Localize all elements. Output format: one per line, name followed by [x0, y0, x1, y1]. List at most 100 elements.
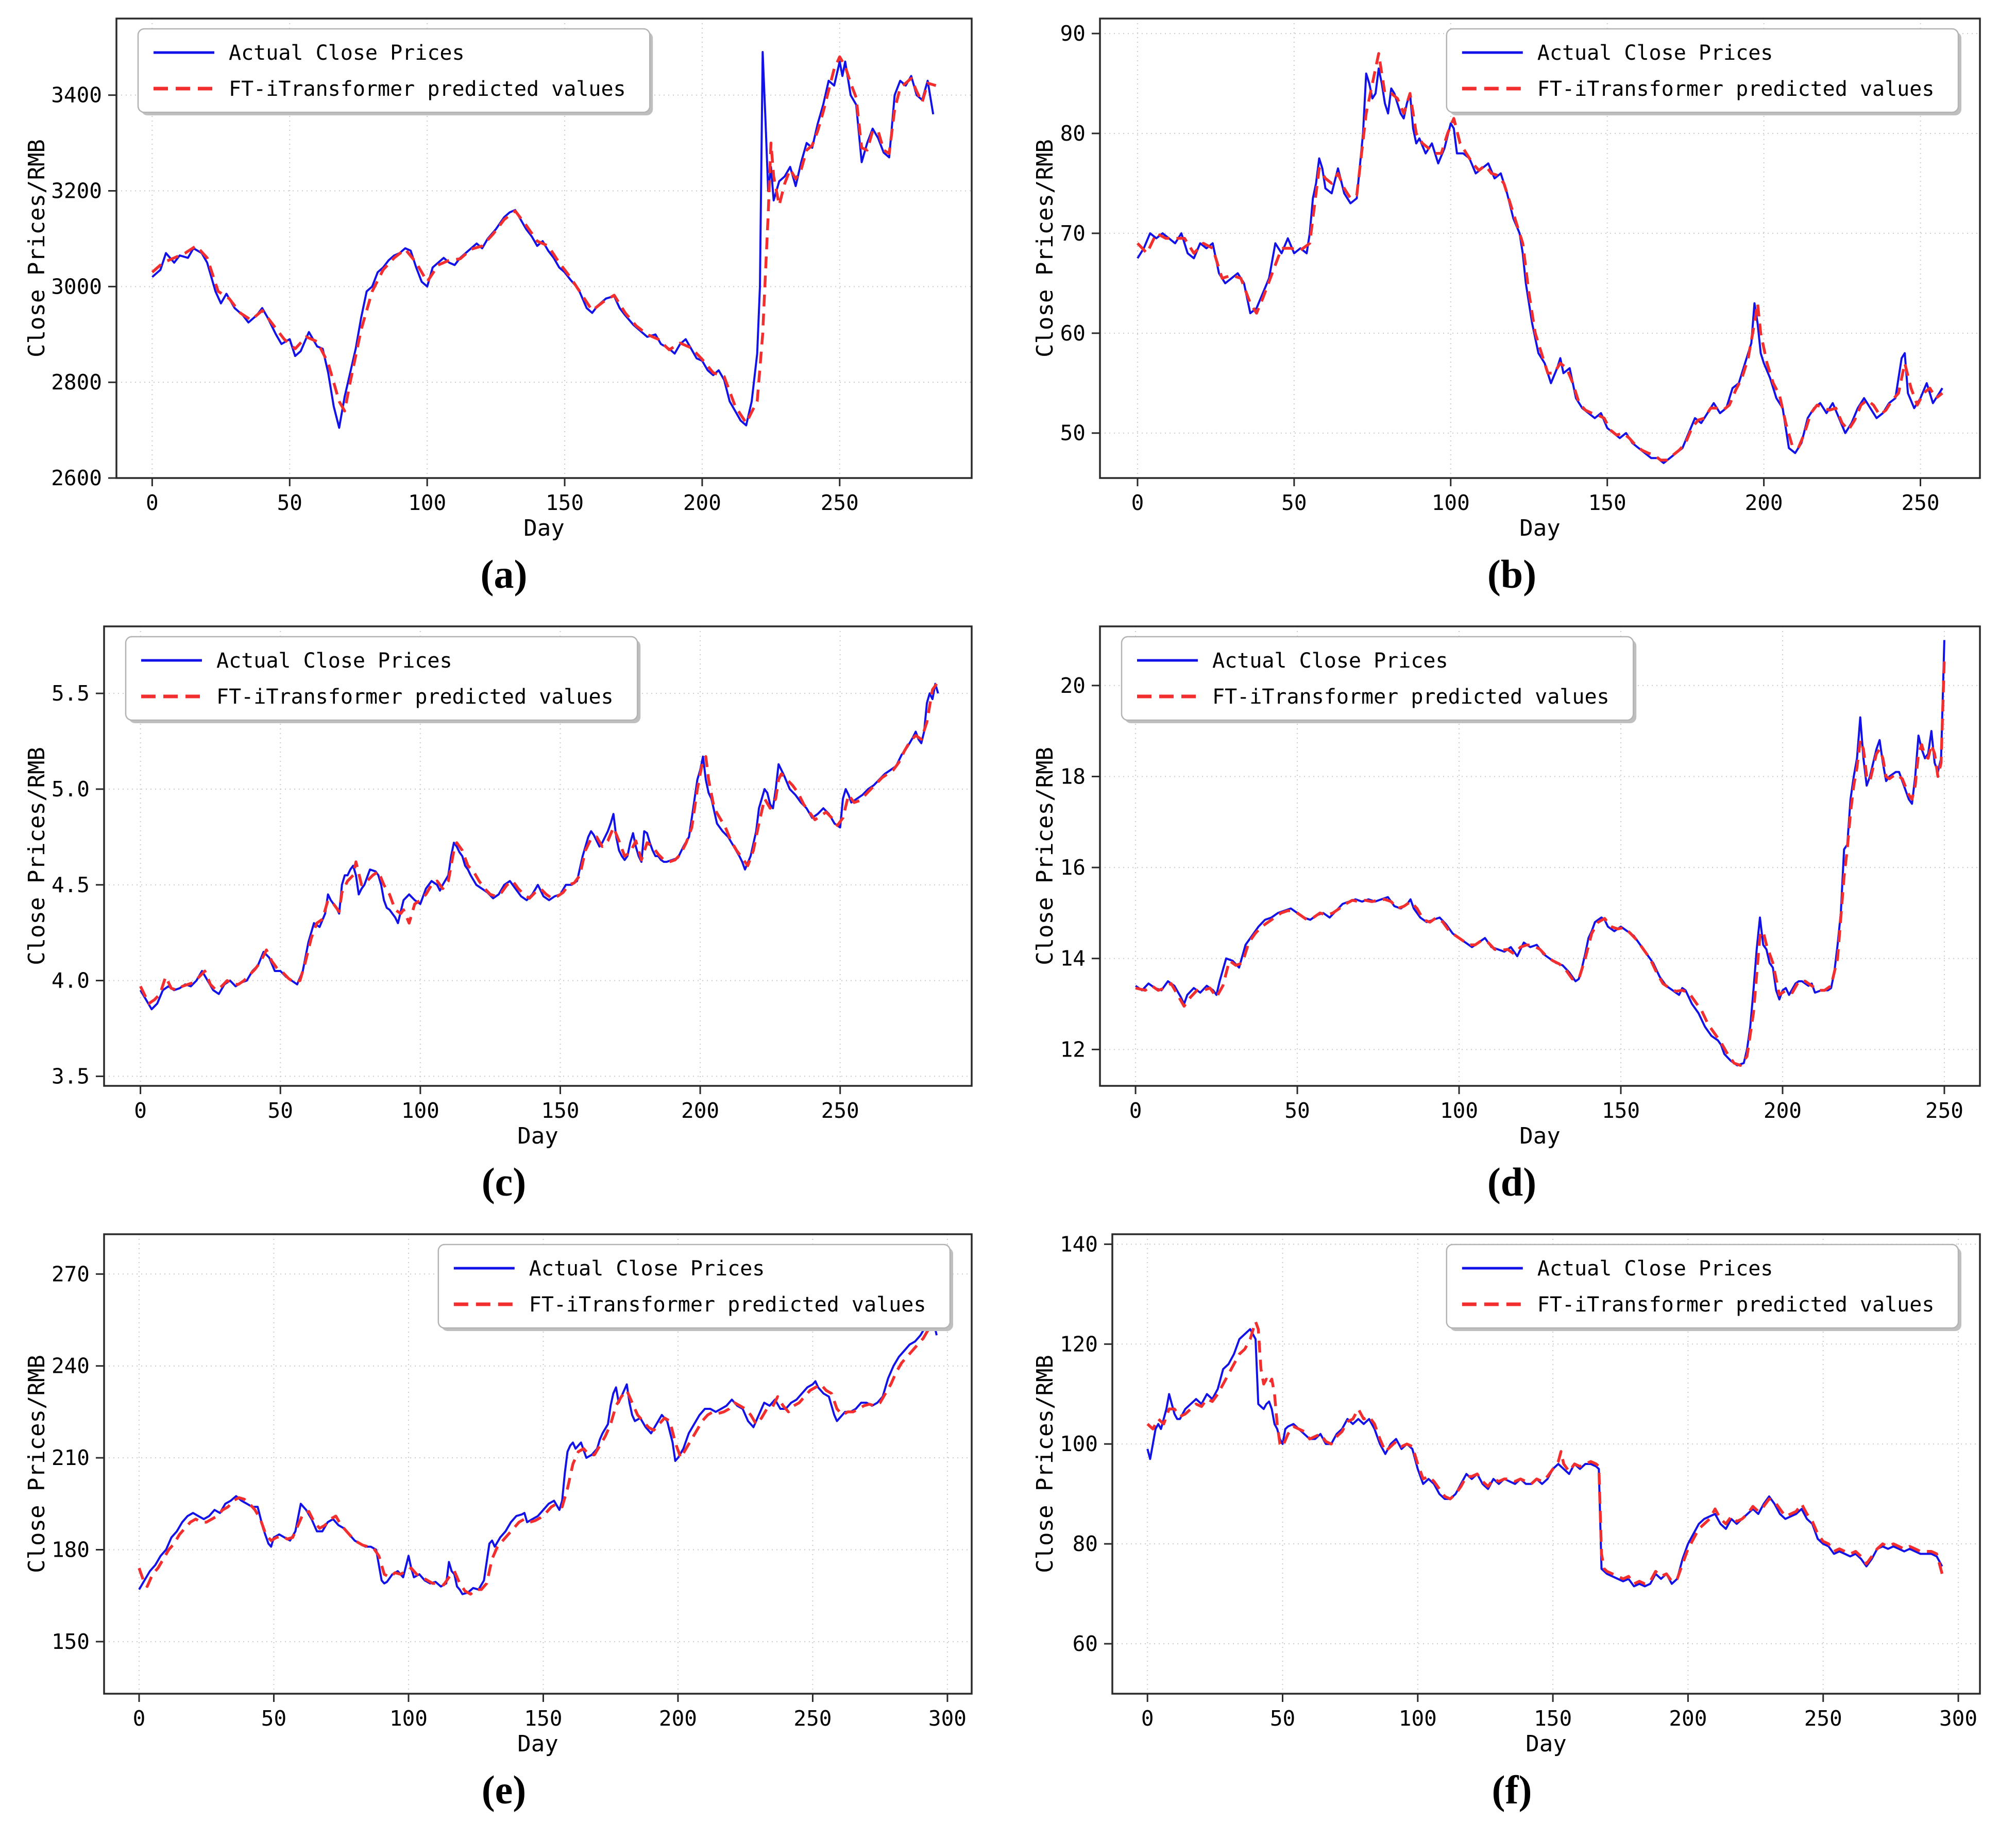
plot-border [1111, 1233, 1981, 1695]
y-tick-label: 3000 [51, 274, 102, 299]
plot-border [1098, 18, 1981, 479]
actual-line [138, 1309, 938, 1595]
legend-label: Actual Close Prices [1537, 41, 1773, 65]
y-tick-label: 18 [1060, 764, 1085, 789]
y-tick-label: 140 [1059, 1232, 1097, 1256]
panel-caption-e: (e) [481, 1767, 527, 1812]
y-tick-label: 2800 [51, 370, 102, 395]
x-tick-label: 50 [268, 1098, 293, 1123]
x-tick-label: 100 [389, 1706, 428, 1731]
legend: Actual Close Prices FT-iTransformer predi… [1121, 636, 1636, 723]
x-tick-label: 0 [134, 1098, 147, 1123]
x-tick-label: 50 [277, 490, 302, 515]
panel-e: 0 50 100 150 200 250 300 150 180 210 240 270 Day Clos… [0, 1216, 1008, 1823]
x-tick-label: 200 [1744, 490, 1783, 515]
predicted-line [139, 681, 940, 1005]
legend: Actual Close Prices FT-iTransformer predi… [137, 28, 653, 115]
x-tick-label: 150 [541, 1098, 579, 1123]
axis-ticks: 0 50 100 150 200 250 12 14 16 18 20 [1060, 673, 1963, 1123]
x-tick-label: 0 [133, 1706, 146, 1731]
legend-label: FT-iTransformer predicted values [529, 1293, 926, 1317]
y-tick-label: 270 [52, 1262, 90, 1286]
x-tick-label: 200 [659, 1706, 697, 1731]
panel-caption-d: (d) [1487, 1160, 1537, 1204]
y-tick-label: 20 [1060, 673, 1085, 698]
legend: Actual Close Prices FT-iTransformer predi… [1446, 1243, 1961, 1331]
x-tick-label: 250 [1804, 1706, 1842, 1731]
x-axis-label: Day [1526, 1731, 1566, 1757]
y-tick-label: 3400 [51, 83, 102, 108]
y-axis-label: Close Prices/RMB [1032, 1355, 1058, 1573]
y-tick-label: 5.5 [52, 681, 90, 706]
x-tick-label: 250 [1901, 490, 1939, 515]
axis-ticks: 0 50 100 150 200 250 300 150 180 210 240 270 [52, 1262, 967, 1731]
chart-f: 0 50 100 150 200 250 300 60 80 100 120 140 Day Close … [1027, 1219, 1996, 1765]
legend-box [1121, 636, 1634, 721]
x-tick-label: 100 [401, 1098, 439, 1123]
x-tick-label: 200 [1763, 1098, 1801, 1123]
actual-line [151, 51, 935, 429]
plot-border [1098, 625, 1981, 1087]
x-tick-label: 100 [408, 490, 446, 515]
axis-ticks: 0 50 100 150 200 250 50 60 70 80 90 [1060, 21, 1939, 515]
legend-box [1446, 1243, 1959, 1329]
x-tick-label: 150 [1534, 1706, 1572, 1731]
chart-b: 0 50 100 150 200 250 50 60 70 80 90 Day Close Prices… [1027, 3, 1996, 549]
y-tick-label: 100 [1059, 1432, 1097, 1456]
y-tick-label: 4.0 [52, 968, 90, 993]
predicted-line [1136, 52, 1943, 462]
panel-caption-a: (a) [480, 552, 528, 597]
legend-label: Actual Close Prices [1537, 1257, 1773, 1281]
x-tick-label: 0 [1131, 490, 1144, 515]
x-tick-label: 0 [146, 490, 159, 515]
y-tick-label: 3200 [51, 179, 102, 203]
panel-f: 0 50 100 150 200 250 300 60 80 100 120 140 Day Close … [1008, 1216, 2016, 1823]
y-tick-label: 12 [1060, 1037, 1085, 1062]
panel-b: 0 50 100 150 200 250 50 60 70 80 90 Day Close Prices… [1008, 0, 2016, 608]
axis-ticks: 0 50 100 150 200 250 300 60 80 100 120 140 [1059, 1232, 1977, 1731]
panel-caption-f: (f) [1492, 1767, 1532, 1812]
legend-label: Actual Close Prices [229, 41, 465, 65]
y-tick-label: 2600 [51, 466, 102, 490]
y-tick-label: 5.0 [52, 777, 90, 802]
chart-e: 0 50 100 150 200 250 300 150 180 210 240 270 Day Clos… [20, 1219, 988, 1765]
x-axis-label: Day [517, 1731, 558, 1757]
x-tick-label: 150 [546, 490, 584, 515]
gridlines [1099, 626, 1980, 1086]
predicted-line [151, 55, 937, 424]
panel-d: 0 50 100 150 200 250 12 14 16 18 20 Day Close Prices… [1008, 608, 2016, 1216]
predicted-line [1146, 1320, 1946, 1586]
legend-box [437, 1243, 951, 1329]
y-tick-label: 14 [1060, 946, 1085, 971]
x-tick-label: 300 [1939, 1706, 1977, 1731]
actual-line [1136, 67, 1943, 464]
x-tick-label: 100 [1439, 1098, 1478, 1123]
chart-a: 0 50 100 150 200 250 2600 2800 3000 3200 3400 Day Cl… [20, 3, 988, 549]
panel-caption-c: (c) [481, 1160, 527, 1204]
predicted-line [1134, 658, 1946, 1067]
x-tick-label: 50 [1281, 490, 1307, 515]
x-tick-label: 300 [928, 1706, 967, 1731]
y-tick-label: 60 [1072, 1631, 1097, 1656]
y-tick-label: 3.5 [52, 1064, 90, 1088]
x-tick-label: 250 [793, 1706, 832, 1731]
y-tick-label: 240 [52, 1354, 90, 1378]
y-axis-label: Close Prices/RMB [24, 747, 50, 965]
y-tick-label: 210 [52, 1445, 90, 1470]
x-tick-label: 250 [821, 1098, 859, 1123]
x-tick-label: 50 [1269, 1706, 1295, 1731]
predicted-line [138, 1315, 938, 1596]
chart-d: 0 50 100 150 200 250 12 14 16 18 20 Day Close Prices… [1027, 611, 1996, 1157]
plot-border [115, 18, 973, 479]
y-tick-label: 60 [1060, 321, 1085, 346]
y-axis-label: Close Prices/RMB [24, 1355, 50, 1573]
y-axis-label: Close Prices/RMB [1032, 139, 1058, 357]
chart-c: 0 50 100 150 200 250 3.5 4.0 4.5 5.0 5.5 Day Close P… [20, 611, 988, 1157]
legend-label: FT-iTransformer predicted values [229, 77, 626, 101]
y-tick-label: 80 [1072, 1531, 1097, 1556]
axis-ticks: 0 50 100 150 200 250 2600 2800 3000 3200 3400 [51, 83, 859, 515]
legend: Actual Close Prices FT-iTransformer predi… [437, 1243, 953, 1331]
y-tick-label: 180 [52, 1538, 90, 1562]
y-axis-label: Close Prices/RMB [1032, 747, 1058, 965]
x-tick-label: 200 [683, 490, 721, 515]
